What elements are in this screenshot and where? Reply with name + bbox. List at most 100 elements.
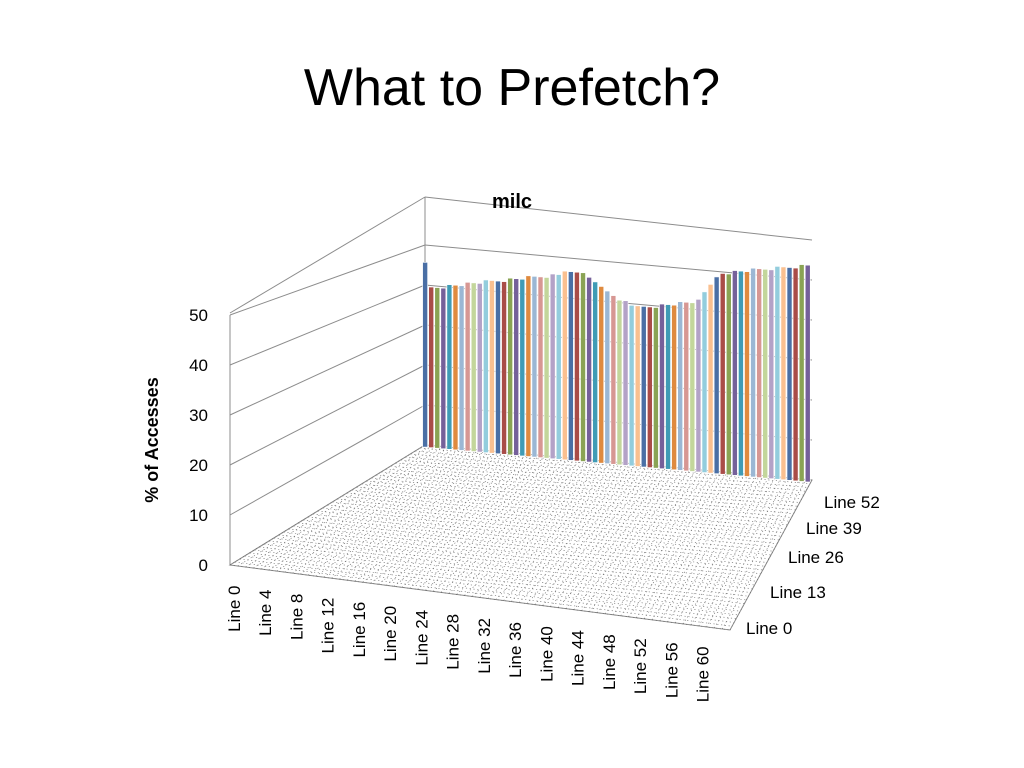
floor-gridline xyxy=(381,471,794,515)
bar xyxy=(725,273,732,476)
floor-gridline xyxy=(456,460,601,595)
x-tick-label: Line 28 xyxy=(444,614,463,670)
y-axis-label: % of Accesses xyxy=(142,377,162,502)
floor-gridline xyxy=(261,446,450,570)
chart-title: milc xyxy=(492,191,532,213)
back-wall-top xyxy=(424,196,813,241)
x-axis-ticks: Line 0 Line 4 Line 8 Line 12 Line 16 Line 20 L… xyxy=(225,586,713,703)
floor-gridline xyxy=(298,522,759,578)
bar xyxy=(762,269,769,479)
floor-gridline xyxy=(690,477,783,626)
slide-title: What to Prefetch? xyxy=(303,59,721,117)
side-wall-gridline xyxy=(229,324,426,416)
y-tick-label: 0 xyxy=(199,556,208,575)
floor-gridline xyxy=(259,546,743,608)
floor-gridline xyxy=(264,543,745,605)
depth-tick-label: Line 0 xyxy=(746,619,792,638)
bar xyxy=(501,281,507,455)
side-wall-top xyxy=(229,196,426,314)
bar xyxy=(489,280,495,454)
bar xyxy=(798,264,805,482)
x-tick-label: Line 32 xyxy=(475,618,494,674)
bar xyxy=(464,282,471,452)
floor-gridline xyxy=(317,510,767,563)
bar xyxy=(422,262,428,448)
y-tick-label: 10 xyxy=(189,506,208,525)
x-tick-label: Line 4 xyxy=(256,590,275,636)
bar xyxy=(495,280,501,455)
bar xyxy=(458,285,465,451)
floor-gridline xyxy=(376,474,792,518)
floor-gridline xyxy=(385,468,796,511)
floor-gridline xyxy=(346,492,780,541)
floor-gridline xyxy=(292,449,474,574)
bar xyxy=(683,301,690,472)
chart-bars xyxy=(422,262,811,483)
bar xyxy=(513,278,520,456)
x-tick-label: Line 24 xyxy=(412,610,431,666)
bar xyxy=(537,276,544,458)
bar xyxy=(677,301,683,471)
x-tick-label: Line 12 xyxy=(319,598,338,654)
bar xyxy=(610,295,617,465)
bar xyxy=(470,282,477,452)
x-tick-label: Line 36 xyxy=(506,622,525,678)
bar xyxy=(543,277,550,459)
x-tick-label: Line 48 xyxy=(600,634,619,690)
floor-gridline xyxy=(534,466,662,605)
floor-gridline xyxy=(371,477,790,522)
bar xyxy=(804,264,811,483)
bar xyxy=(476,283,483,453)
bar xyxy=(549,273,556,460)
bar xyxy=(598,286,605,464)
bar xyxy=(616,299,623,466)
floor-gridline xyxy=(307,516,763,571)
y-tick-label: 40 xyxy=(189,356,208,375)
bar xyxy=(555,274,562,460)
floor-gridline xyxy=(573,468,692,610)
floor-gridline xyxy=(268,540,747,601)
floor-gridline xyxy=(293,525,757,582)
bar xyxy=(604,290,611,464)
floor-gridline xyxy=(542,466,668,606)
depth-tick-label: Line 39 xyxy=(806,519,862,538)
floor-gridline xyxy=(331,451,504,579)
floor-gridline xyxy=(370,454,535,584)
x-tick-label: Line 52 xyxy=(631,638,650,694)
floor-gridline xyxy=(420,447,810,485)
floor-gridline xyxy=(395,462,800,503)
bar xyxy=(628,305,635,467)
y-tick-label: 50 xyxy=(189,306,208,325)
bar xyxy=(774,266,781,480)
floor-gridline xyxy=(229,564,731,631)
floor-gridline xyxy=(417,457,571,590)
floor-gridline xyxy=(278,534,751,593)
floor-gridline xyxy=(354,453,522,582)
floor-gridline xyxy=(550,467,674,607)
bar xyxy=(647,306,653,468)
x-tick-label: Line 44 xyxy=(569,630,588,686)
floor-gridline xyxy=(415,450,808,488)
floor-gridline xyxy=(659,474,758,622)
floor-gridline xyxy=(303,519,761,575)
bar xyxy=(592,281,598,463)
bar xyxy=(689,302,696,472)
bar xyxy=(701,291,708,473)
floor-gridline xyxy=(244,555,737,620)
bar xyxy=(568,271,574,461)
x-tick-label: Line 40 xyxy=(537,626,556,682)
bar xyxy=(719,273,726,475)
depth-tick-label: Line 26 xyxy=(788,548,844,567)
floor-gridline xyxy=(675,476,770,624)
floor-gridline xyxy=(339,452,510,580)
bar xyxy=(744,271,750,477)
y-tick-label: 20 xyxy=(189,456,208,475)
floor-gridline xyxy=(667,475,764,623)
y-tick-label: 30 xyxy=(189,406,208,425)
bar xyxy=(525,275,532,457)
x-tick-label: Line 16 xyxy=(350,602,369,658)
floor-gridline xyxy=(432,458,583,592)
floor-gridline xyxy=(682,476,776,625)
floor-gridline xyxy=(440,459,589,593)
